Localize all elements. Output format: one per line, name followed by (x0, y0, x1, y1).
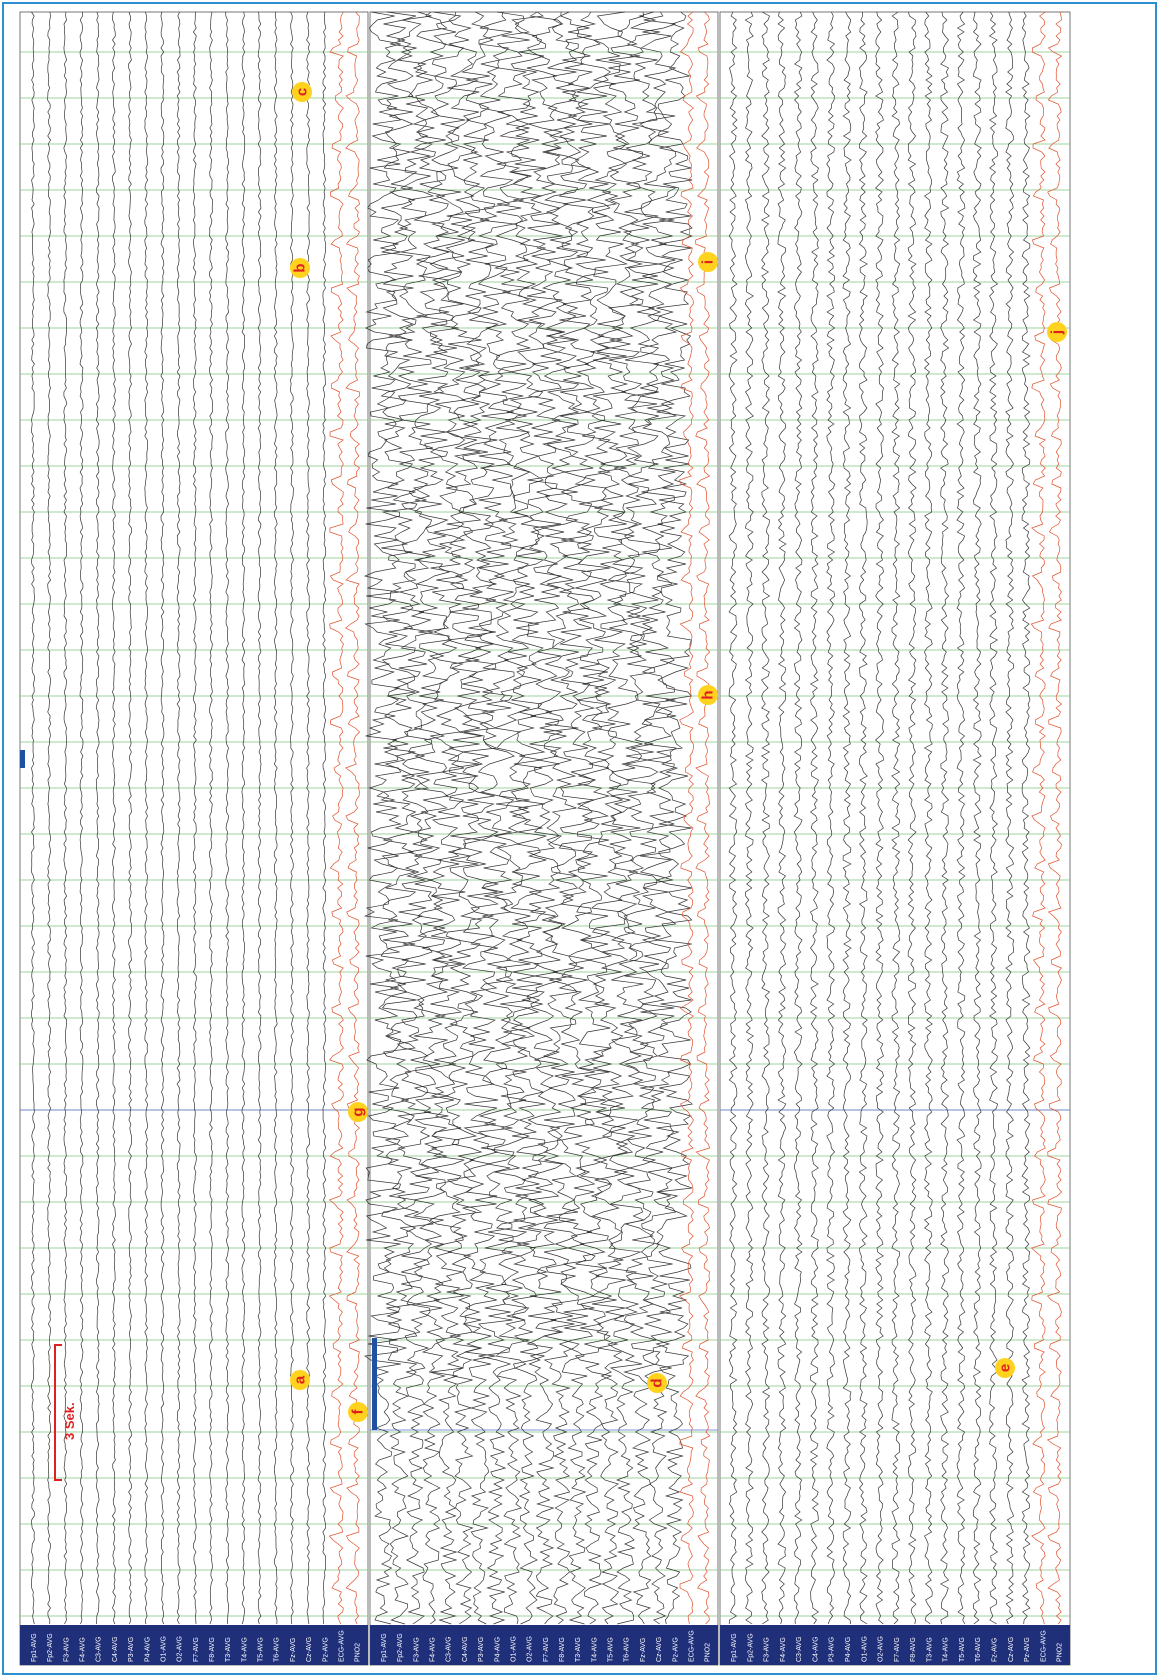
channel-label: Cz-AVG (306, 1637, 313, 1662)
channel-label: Fp1-AVG (381, 1633, 388, 1662)
panel (370, 12, 718, 1665)
scale-label: 3 Sek. (62, 1402, 77, 1440)
channel-label: Pz-AVG (672, 1637, 679, 1662)
channel-label: C4-AVG (812, 1636, 819, 1662)
channel-label: PNO2 (355, 1643, 362, 1662)
channel-label: T6-AVG (274, 1637, 281, 1662)
channel-label: O2-AVG (177, 1636, 184, 1662)
channel-label: F7-AVG (543, 1637, 550, 1662)
channel-label: F8-AVG (559, 1637, 566, 1662)
marker (20, 750, 25, 768)
marker (372, 1338, 377, 1430)
channel-label: F7-AVG (193, 1637, 200, 1662)
channel-label: ECG-AVG (338, 1630, 345, 1662)
channel-label: P4-AVG (144, 1637, 151, 1662)
channel-label: P4-AVG (845, 1637, 852, 1662)
channel-label: T3-AVG (225, 1637, 232, 1662)
channel-label: Fp1-AVG (31, 1633, 38, 1662)
channel-label: T6-AVG (624, 1637, 631, 1662)
channel-label: C3-AVG (796, 1636, 803, 1662)
annotation: h (700, 690, 717, 699)
channel-label: T5-AVG (959, 1637, 966, 1662)
channel-label: T4-AVG (591, 1637, 598, 1662)
channel-label: F3-AVG (764, 1637, 771, 1662)
annotation: b (292, 263, 309, 272)
channel-label: F8-AVG (209, 1637, 216, 1662)
channel-label: T6-AVG (975, 1637, 982, 1662)
channel-label: C4-AVG (112, 1636, 119, 1662)
channel-label: F8-AVG (910, 1637, 917, 1662)
channel-label: Fz-AVG (290, 1638, 297, 1662)
channel-label: ECG-AVG (688, 1630, 695, 1662)
channel-label: C3-AVG (446, 1636, 453, 1662)
channel-label: O2-AVG (527, 1636, 534, 1662)
channel-label: PNO2 (1057, 1643, 1064, 1662)
annotation: c (294, 88, 311, 96)
channel-label: PNO2 (705, 1643, 712, 1662)
channel-label: P3-AVG (829, 1637, 836, 1662)
channel-label: F7-AVG (894, 1637, 901, 1662)
annotation: g (350, 1107, 367, 1116)
channel-label: F3-AVG (63, 1637, 70, 1662)
channel-label: Cz-AVG (656, 1637, 663, 1662)
channel-label: Fz-AVG (991, 1638, 998, 1662)
annotation: a (292, 1375, 309, 1384)
channel-label: F4-AVG (780, 1637, 787, 1662)
channel-label: T3-AVG (926, 1637, 933, 1662)
channel-label: T5-AVG (608, 1637, 615, 1662)
annotation: j (1049, 330, 1066, 335)
channel-label: P4-AVG (494, 1637, 501, 1662)
channel-label: Fp2-AVG (397, 1633, 404, 1662)
channel-label: O1-AVG (861, 1636, 868, 1662)
channel-label: T4-AVG (241, 1637, 248, 1662)
channel-label: T3-AVG (575, 1637, 582, 1662)
annotation: d (649, 1378, 666, 1387)
channel-label: T5-AVG (258, 1637, 265, 1662)
channel-label: T4-AVG (943, 1637, 950, 1662)
channel-label: Fp2-AVG (47, 1633, 54, 1662)
channel-label: F4-AVG (430, 1637, 437, 1662)
channel-label: Pz-AVG (322, 1637, 329, 1662)
channel-label: O2-AVG (878, 1636, 885, 1662)
channel-label: P3-AVG (128, 1637, 135, 1662)
channel-label: F4-AVG (80, 1637, 87, 1662)
channel-label: Fp1-AVG (731, 1633, 738, 1662)
traces: Fp1-AVG Fp2-AVG F3-AVG F4-AVG C3-AVG C4-AVG P3… (20, 12, 1070, 1665)
channel-label: Pz-AVG (1024, 1637, 1031, 1662)
channel-label: C4-AVG (462, 1636, 469, 1662)
eeg-figure: Fp1-AVG Fp2-AVG F3-AVG F4-AVG C3-AVG C4-AVG P3… (0, 0, 1159, 1677)
channel-label: F3-AVG (413, 1637, 420, 1662)
channel-label: C3-AVG (96, 1636, 103, 1662)
channel-label: Fp2-AVG (747, 1633, 754, 1662)
channel-label: O1-AVG (160, 1636, 167, 1662)
channel-label: P3-AVG (478, 1637, 485, 1662)
channel-label: Cz-AVG (1008, 1637, 1015, 1662)
channel-label: Fz-AVG (640, 1638, 647, 1662)
channel-label: O1-AVG (510, 1636, 517, 1662)
channel-label: ECG-AVG (1040, 1630, 1047, 1662)
annotation: e (997, 1364, 1014, 1372)
annotation: i (700, 260, 717, 264)
